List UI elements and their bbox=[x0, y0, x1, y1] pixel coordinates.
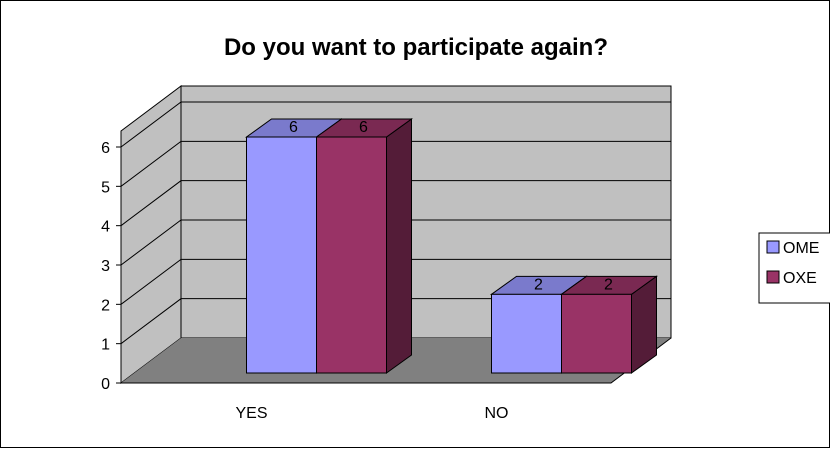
y-tick-label: 2 bbox=[101, 297, 110, 314]
side-wall bbox=[120, 85, 182, 384]
bars bbox=[244, 118, 659, 374]
bar bbox=[559, 275, 659, 374]
legend: OME OXE bbox=[758, 232, 830, 304]
legend-label: OME bbox=[783, 240, 819, 257]
gridline bbox=[120, 180, 671, 227]
bar-front bbox=[316, 136, 387, 374]
x-tick-label: YES bbox=[235, 405, 267, 422]
legend-label: OXE bbox=[783, 270, 817, 287]
gridline bbox=[120, 101, 671, 148]
data-labels: 6 6 2 2 bbox=[289, 119, 613, 293]
bar-front bbox=[491, 293, 562, 374]
bar-side bbox=[386, 118, 412, 374]
data-label: 6 bbox=[289, 119, 298, 136]
y-tick-label: 0 bbox=[101, 376, 110, 393]
data-label: 2 bbox=[604, 276, 613, 293]
gridlines bbox=[120, 101, 671, 345]
y-tick-labels: 0 1 2 3 4 5 6 bbox=[101, 140, 121, 393]
y-tick-label: 1 bbox=[101, 337, 110, 354]
y-tick-label: 5 bbox=[101, 179, 110, 196]
chart-title: Do you want to participate again? bbox=[224, 34, 608, 61]
legend-swatch bbox=[766, 270, 780, 284]
bar-front bbox=[246, 136, 317, 374]
y-tick-label: 3 bbox=[101, 258, 110, 275]
data-label: 2 bbox=[534, 276, 543, 293]
x-tick-label: NO bbox=[485, 405, 509, 422]
data-label: 6 bbox=[359, 119, 368, 136]
x-tick-labels: YES NO bbox=[235, 405, 508, 422]
gridline bbox=[120, 140, 671, 187]
y-tick-label: 4 bbox=[101, 219, 110, 236]
gridline bbox=[120, 258, 671, 305]
bar bbox=[314, 118, 414, 374]
gridline bbox=[120, 219, 671, 266]
bar-front bbox=[561, 293, 632, 374]
legend-swatch bbox=[766, 240, 780, 254]
y-tick-label: 6 bbox=[101, 140, 110, 157]
